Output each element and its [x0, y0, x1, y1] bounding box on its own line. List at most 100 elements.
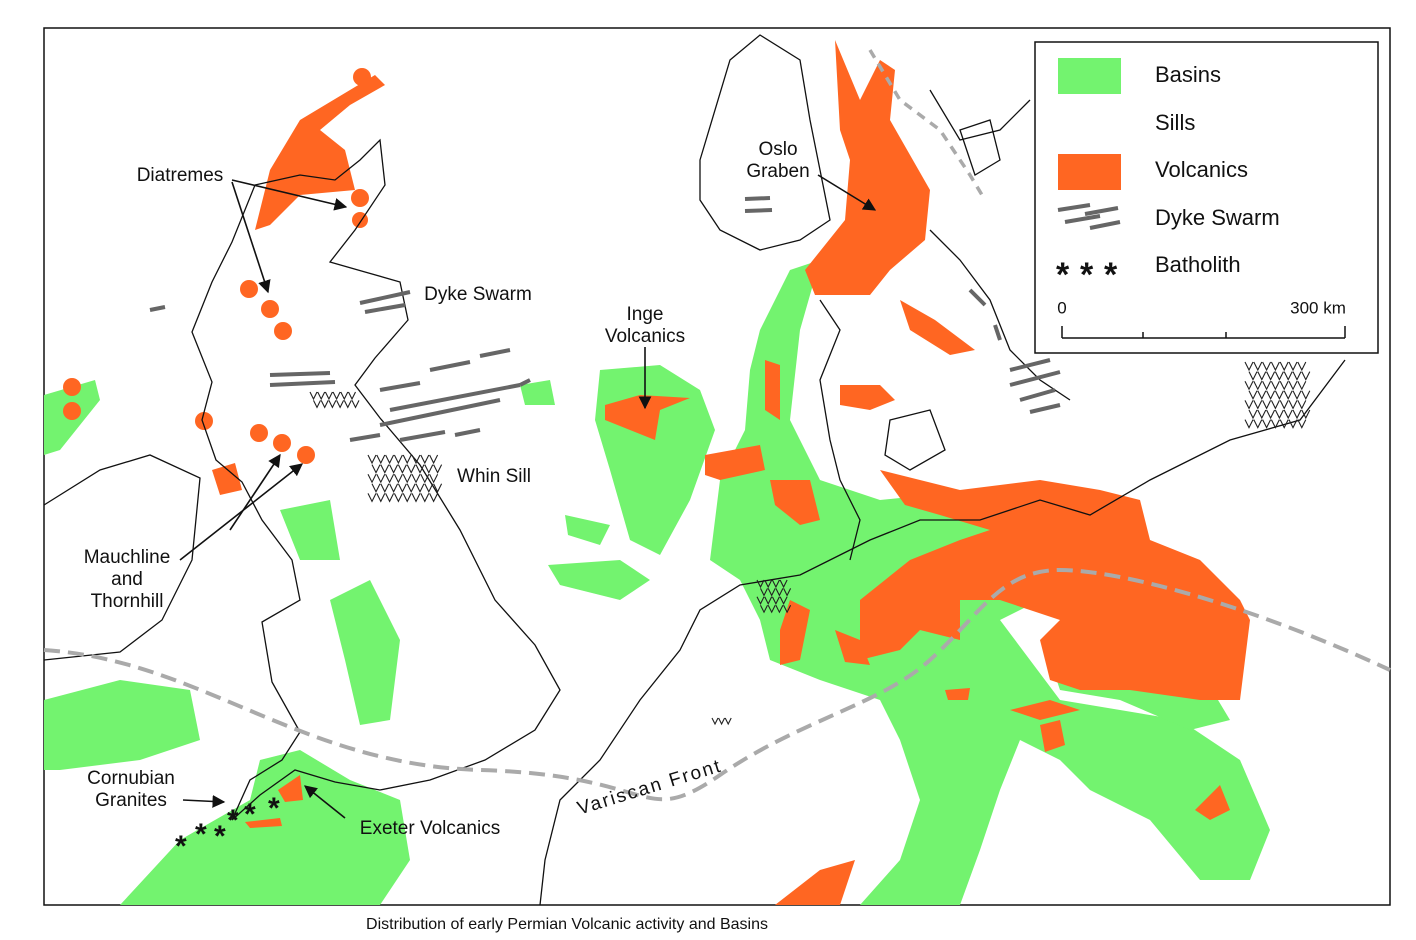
dyke-swarm — [968, 288, 987, 307]
dyke-swarm — [519, 378, 531, 387]
volcanic-area — [351, 189, 369, 207]
volcanic-area — [860, 470, 1250, 700]
dyke-swarm — [993, 324, 1002, 341]
legend-label: Volcanics — [1155, 157, 1248, 182]
volcanic-area — [255, 75, 385, 230]
legend-swatch — [1058, 154, 1121, 190]
volcanic-area — [274, 322, 292, 340]
volcanic-area — [261, 300, 279, 318]
volcanic-area — [805, 40, 930, 295]
caption: Distribution of early Permian Volcanic a… — [366, 916, 768, 933]
dyke-swarm — [149, 196, 1061, 442]
legend-swatch: * — [1104, 256, 1118, 294]
coastline — [191, 138, 561, 821]
dyke-swarm — [359, 290, 411, 305]
legend: * * * Basins Sills Volcanics Dyke Swarm Ba… — [1034, 41, 1379, 354]
volcanic-area — [250, 424, 268, 442]
coastline — [699, 34, 831, 251]
map-label: Inge — [627, 304, 664, 325]
volcanic-area — [945, 688, 970, 700]
sill-symbol — [756, 579, 792, 614]
volcanic-area — [63, 40, 1250, 905]
volcanic-area — [1010, 700, 1080, 720]
legend-swatch — [1057, 203, 1091, 212]
dyke-swarm — [149, 305, 166, 312]
map-label: Volcanics — [605, 326, 685, 347]
basin-area — [280, 500, 340, 560]
arrows — [182, 795, 226, 808]
basin-area — [44, 680, 200, 770]
dyke-swarm — [399, 430, 446, 442]
basin-area — [565, 515, 610, 545]
arrows — [231, 179, 348, 211]
map-label: Cornubian — [87, 768, 175, 789]
dyke-swarm — [1029, 403, 1061, 414]
volcanic-area — [63, 378, 81, 396]
dyke-swarm — [364, 303, 406, 314]
fault-line — [868, 49, 987, 201]
arrows — [229, 453, 281, 531]
arrows — [817, 174, 877, 211]
map-label: Graben — [746, 161, 809, 182]
map-label: and — [111, 569, 143, 590]
sill-symbol — [1244, 361, 1311, 429]
dyke-swarm — [1009, 358, 1051, 372]
basin-area — [520, 380, 555, 405]
map-label: Mauchline — [84, 547, 171, 568]
coastline — [884, 409, 946, 471]
volcanic-area — [770, 480, 820, 525]
batholith: * — [195, 818, 207, 851]
batholith: * — [268, 792, 280, 825]
volcanic-area — [780, 600, 810, 665]
arrows — [179, 463, 304, 561]
legend-swatch: * — [1080, 256, 1094, 294]
batholith: * — [175, 830, 187, 863]
dyke-swarm — [1019, 388, 1056, 402]
legend-swatch — [1058, 58, 1121, 94]
map-label: Exeter Volcanics — [360, 818, 500, 839]
volcanic-area — [775, 860, 855, 905]
volcanic-area — [1040, 720, 1065, 752]
dyke-swarm — [744, 196, 771, 201]
basin-area — [120, 750, 410, 905]
dyke-swarm — [479, 348, 511, 358]
legend-swatch: * — [1056, 256, 1070, 294]
volcanic-area — [353, 68, 371, 86]
map-label: Dyke Swarm — [424, 284, 532, 305]
coastline — [819, 299, 861, 561]
volcanic-area — [245, 818, 282, 828]
legend-label: Batholith — [1155, 252, 1241, 277]
volcanic-area — [240, 280, 258, 298]
map-label: Oslo — [758, 139, 797, 160]
arrows — [231, 181, 271, 294]
map-label: Granites — [95, 790, 167, 811]
volcanic-area — [278, 775, 303, 802]
legend-label: Dyke Swarm — [1155, 205, 1280, 230]
volcanic-area — [900, 300, 975, 355]
volcanic-area — [63, 402, 81, 420]
sill-symbol — [309, 391, 360, 409]
variscan-front — [43, 567, 1391, 802]
volcanic-area — [840, 385, 895, 410]
legend-swatch — [1084, 206, 1119, 216]
dyke-swarm — [1009, 370, 1061, 387]
map-label: Whin Sill — [457, 466, 531, 487]
legend-swatch — [1057, 203, 1121, 230]
legend-swatch — [1064, 214, 1101, 224]
legend-label: Sills — [1155, 110, 1195, 135]
volcanic-area — [765, 360, 780, 420]
scale-label: 0 — [1057, 298, 1066, 317]
coastline — [539, 359, 1346, 906]
basin-area — [330, 580, 400, 725]
volcanic-area — [195, 412, 213, 430]
volcanic-area — [705, 445, 765, 480]
legend-label: Basins — [1155, 62, 1221, 87]
map-label: Thornhill — [91, 591, 164, 612]
volcanic-area — [212, 463, 242, 495]
coastline — [43, 454, 201, 661]
batholith: * — [214, 820, 226, 853]
volcanic-area — [273, 434, 291, 452]
legend-swatch: * * * — [1056, 256, 1118, 294]
sill-symbol — [711, 717, 732, 726]
